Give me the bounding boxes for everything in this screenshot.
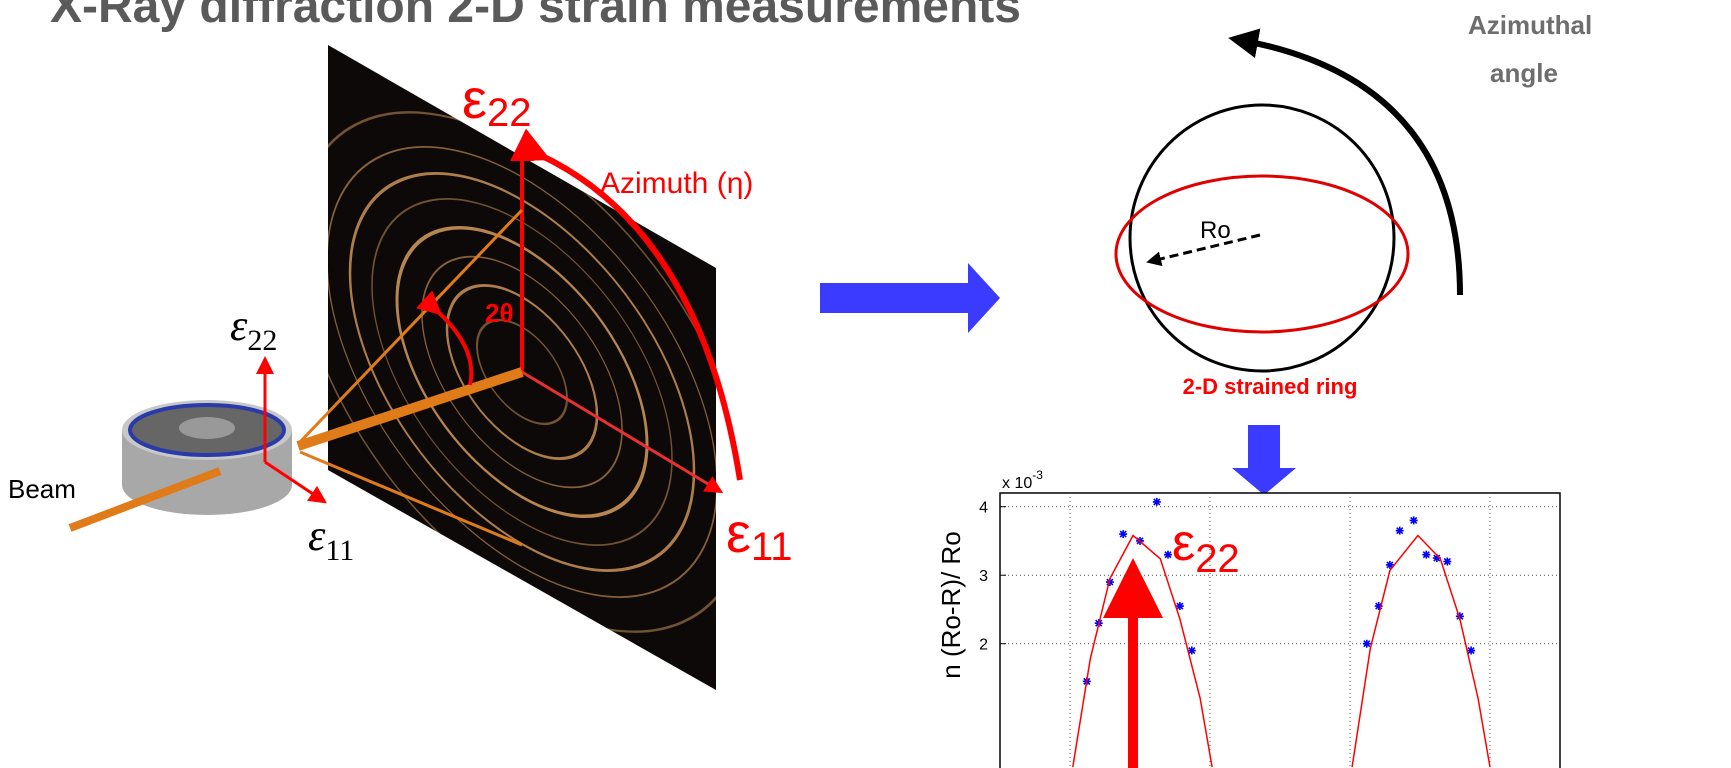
- right-arrow: [820, 263, 1000, 333]
- sample-e22-label: ε22: [230, 301, 277, 357]
- data-point: [1396, 527, 1404, 535]
- detector-e11-label: ε11: [726, 501, 793, 569]
- data-point: [1153, 498, 1161, 506]
- subscript: 22: [487, 91, 532, 135]
- y-tick-label: 4: [979, 500, 988, 517]
- y-tick-label: 2: [979, 637, 988, 654]
- y-axis-label: n (Ro-R)/ Ro: [936, 531, 966, 678]
- azimuthal-label: angle: [1490, 58, 1558, 88]
- slide: X-Ray diffraction 2-D strain measurement…: [0, 0, 1731, 768]
- ring-caption: 2-D strained ring: [1183, 374, 1358, 399]
- subscript: 22: [247, 324, 277, 357]
- data-point: [1422, 551, 1430, 559]
- page: {"title": "X-Ray diffraction 2-D strain …: [0, 0, 1731, 768]
- subscript: 22: [1195, 537, 1240, 581]
- two-theta-label: 2θ: [485, 298, 514, 328]
- subscript: 11: [751, 525, 793, 569]
- exponent-base: x 10: [1002, 475, 1032, 492]
- exponent-label: x 10-3: [1002, 468, 1043, 492]
- symbol: ε: [1172, 514, 1195, 572]
- data-point: [1410, 516, 1418, 524]
- azimuthal-label: Azimuthal: [1468, 10, 1592, 40]
- beam-label: Beam: [8, 474, 76, 504]
- symbol: ε: [308, 511, 326, 560]
- subscript: 11: [325, 534, 354, 567]
- detector-e22-label: ε22: [462, 67, 531, 135]
- azimuthal-arrow: [1240, 40, 1460, 295]
- radius-label: Ro: [1200, 217, 1231, 244]
- symbol: ε: [726, 501, 751, 564]
- data-point: [1363, 640, 1371, 648]
- data-point: [1119, 530, 1127, 538]
- slide-title: X-Ray diffraction 2-D strain measurement…: [50, 0, 1021, 33]
- azimuth-label: Azimuth (η): [600, 167, 753, 200]
- down-arrow: [1232, 425, 1296, 495]
- plot-frame: [1000, 493, 1560, 768]
- data-point: [1443, 558, 1451, 566]
- symbol: ε: [462, 67, 487, 130]
- y-tick-label: 3: [979, 568, 988, 585]
- symbol: ε: [230, 301, 248, 350]
- strained-ring: [1116, 176, 1408, 332]
- body: X-Ray diffraction 2-D strain measurement…: [0, 0, 1731, 768]
- exponent-power: -3: [1032, 468, 1043, 482]
- data-point: [1164, 551, 1172, 559]
- sample-e11-label: ε11: [308, 511, 354, 567]
